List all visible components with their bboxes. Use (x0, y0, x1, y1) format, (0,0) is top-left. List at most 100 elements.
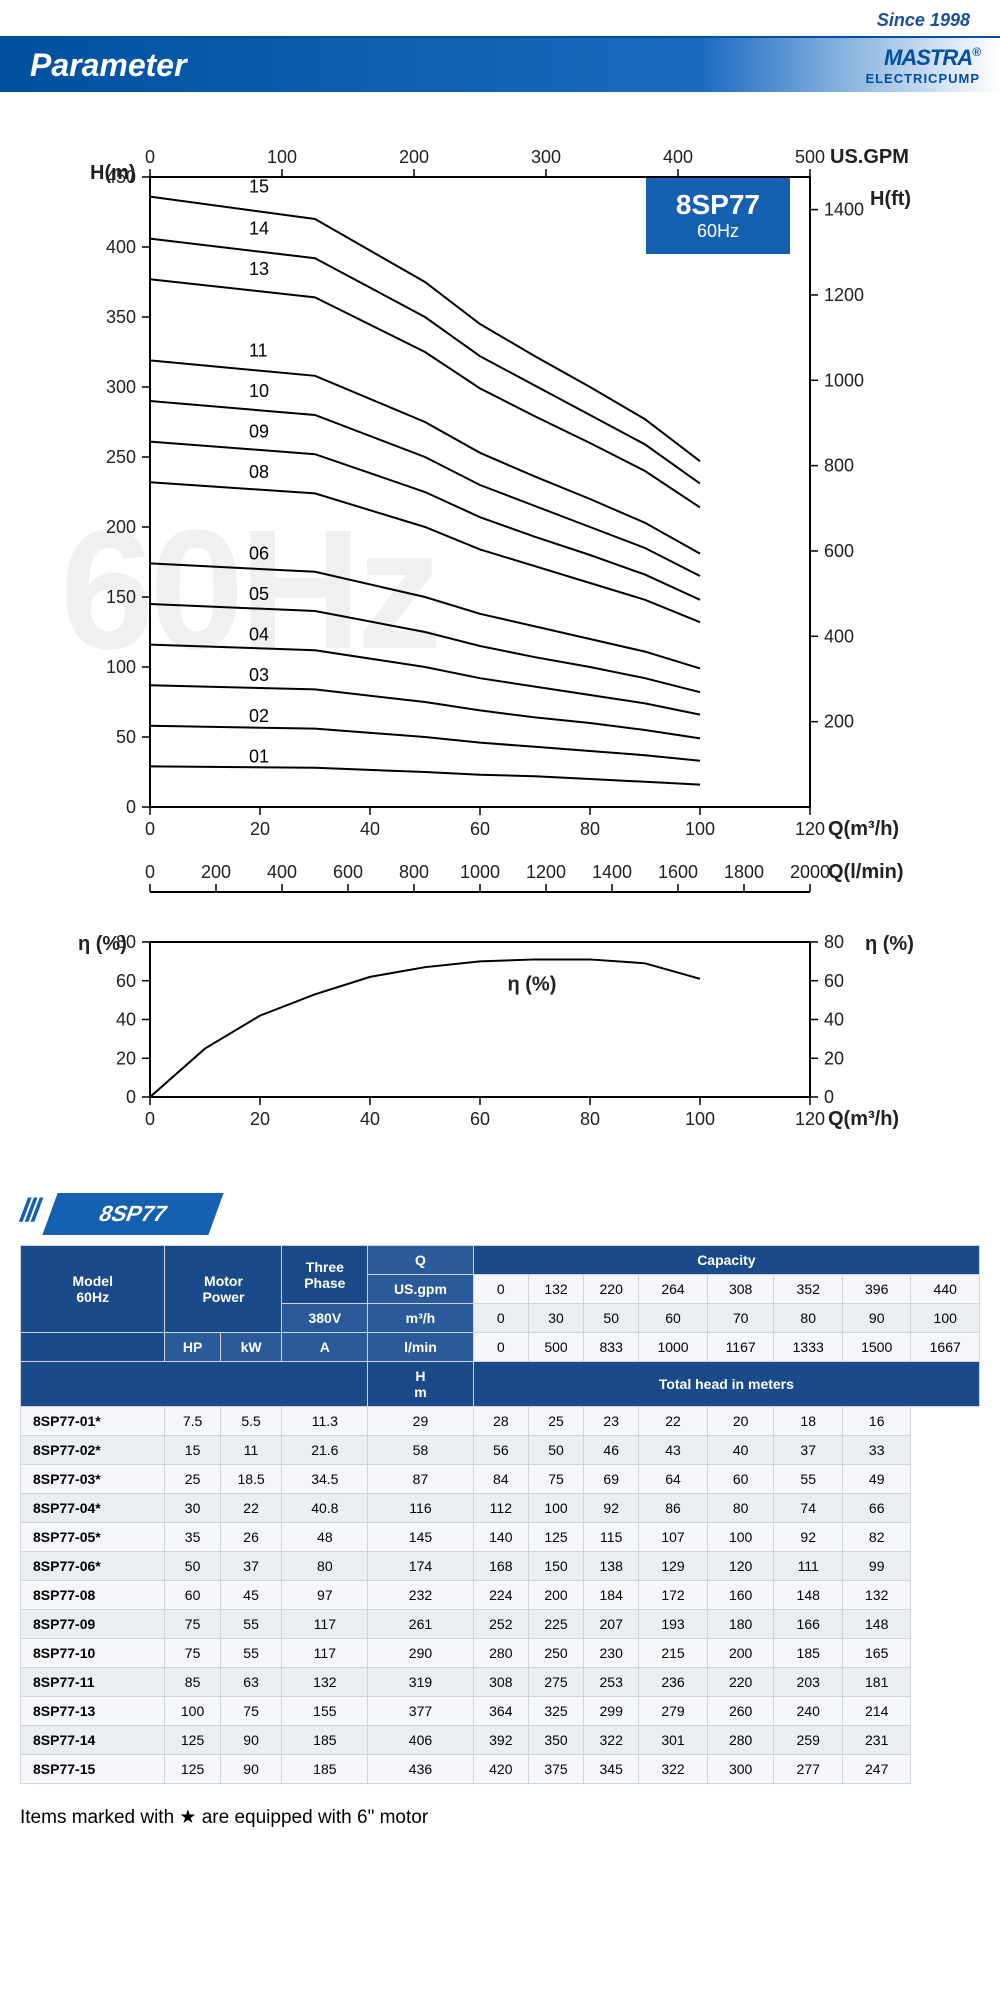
logo: MASTRA® ELECTRICPUMP (865, 45, 980, 86)
svg-text:05: 05 (249, 584, 269, 604)
reg-mark: ® (972, 45, 980, 59)
svg-text:20: 20 (116, 1048, 136, 1068)
svg-text:400: 400 (106, 237, 136, 257)
svg-text:100: 100 (106, 657, 136, 677)
svg-text:80: 80 (824, 932, 844, 952)
table-row: 8SP77-1412590185406392350322301280259231 (21, 1726, 980, 1755)
table-row: 8SP77-107555117290280250230215200185165 (21, 1639, 980, 1668)
svg-text:06: 06 (249, 543, 269, 563)
svg-text:50: 50 (116, 727, 136, 747)
svg-text:01: 01 (249, 746, 269, 766)
table-row: 8SP77-02*151121.65856504643403733 (21, 1436, 980, 1465)
svg-text:09: 09 (249, 422, 269, 442)
svg-text:250: 250 (106, 447, 136, 467)
svg-text:0: 0 (824, 1087, 834, 1107)
svg-text:η (%): η (%) (865, 933, 914, 955)
svg-text:04: 04 (249, 625, 269, 645)
svg-text:350: 350 (106, 307, 136, 327)
svg-text:08: 08 (249, 462, 269, 482)
svg-text:H(m): H(m) (90, 162, 136, 184)
svg-text:H(ft): H(ft) (870, 188, 911, 210)
svg-text:200: 200 (106, 517, 136, 537)
svg-text:40: 40 (116, 1010, 136, 1030)
parameter-table: Model60HzMotorPowerThreePhaseQCapacityUS… (20, 1245, 980, 1784)
svg-text:0: 0 (126, 797, 136, 817)
svg-text:300: 300 (106, 377, 136, 397)
header-bar: Parameter MASTRA® ELECTRICPUMP (0, 36, 1000, 92)
svg-text:80: 80 (580, 1109, 600, 1129)
svg-text:60: 60 (470, 819, 490, 839)
svg-text:200: 200 (399, 147, 429, 167)
svg-text:1200: 1200 (526, 862, 566, 882)
svg-text:1600: 1600 (658, 862, 698, 882)
table-row: 8SP77-1512590185436420375345322300277247 (21, 1755, 980, 1784)
svg-text:40: 40 (360, 819, 380, 839)
page-title: Parameter (30, 47, 187, 84)
lmin-axis: 0200400600800100012001400160018002000Q(l… (60, 852, 940, 922)
svg-text:60: 60 (824, 971, 844, 991)
svg-text:1400: 1400 (592, 862, 632, 882)
svg-text:11: 11 (249, 340, 268, 360)
svg-text:13: 13 (249, 259, 269, 279)
svg-text:0: 0 (145, 147, 155, 167)
svg-text:02: 02 (249, 706, 269, 726)
table-row: 8SP77-1310075155377364325299279260240214 (21, 1697, 980, 1726)
svg-text:800: 800 (399, 862, 429, 882)
efficiency-chart: 020406080100120Q(m³/h)002020404060608080… (60, 922, 940, 1142)
svg-text:0: 0 (126, 1087, 136, 1107)
svg-text:US.GPM: US.GPM (830, 146, 909, 168)
svg-text:600: 600 (824, 541, 854, 561)
table-row: 8SP77-06*50378017416815013812912011199 (21, 1552, 980, 1581)
since-text: Since 1998 (0, 0, 1000, 36)
svg-text:0: 0 (145, 819, 155, 839)
svg-text:η (%): η (%) (508, 973, 557, 995)
svg-text:400: 400 (267, 862, 297, 882)
svg-text:120: 120 (795, 1109, 825, 1129)
svg-text:10: 10 (249, 381, 269, 401)
slashes-icon: /// (20, 1192, 38, 1229)
svg-text:200: 200 (201, 862, 231, 882)
svg-text:150: 150 (106, 587, 136, 607)
svg-text:20: 20 (250, 819, 270, 839)
svg-text:400: 400 (663, 147, 693, 167)
table-row: 8SP77-097555117261252225207193180166148 (21, 1610, 980, 1639)
svg-text:60: 60 (116, 971, 136, 991)
svg-text:2000: 2000 (790, 862, 830, 882)
svg-text:100: 100 (685, 819, 715, 839)
table-row: 8SP77-118563132319308275253236220203181 (21, 1668, 980, 1697)
svg-text:Q(m³/h): Q(m³/h) (828, 1108, 899, 1130)
table-row: 8SP77-04*302240.81161121009286807466 (21, 1494, 980, 1523)
svg-text:800: 800 (824, 456, 854, 476)
svg-text:80: 80 (580, 819, 600, 839)
svg-text:0: 0 (145, 862, 155, 882)
svg-text:100: 100 (267, 147, 297, 167)
table-row: 8SP77-01*7.55.511.32928252322201816 (21, 1407, 980, 1436)
svg-text:1000: 1000 (460, 862, 500, 882)
svg-text:40: 40 (824, 1010, 844, 1030)
svg-text:20: 20 (824, 1048, 844, 1068)
svg-text:14: 14 (249, 219, 269, 239)
table-row: 8SP77-08604597232224200184172160148132 (21, 1581, 980, 1610)
svg-text:15: 15 (249, 177, 269, 197)
svg-text:η (%): η (%) (78, 933, 127, 955)
svg-text:600: 600 (333, 862, 363, 882)
brand-sub: ELECTRICPUMP (865, 71, 980, 86)
svg-text:120: 120 (795, 819, 825, 839)
svg-text:400: 400 (824, 626, 854, 646)
svg-text:20: 20 (250, 1109, 270, 1129)
svg-text:03: 03 (249, 665, 269, 685)
svg-text:Q(m³/h): Q(m³/h) (828, 818, 899, 840)
svg-text:0: 0 (145, 1109, 155, 1129)
svg-text:100: 100 (685, 1109, 715, 1129)
table-title: 8SP77 (42, 1193, 223, 1235)
svg-text:40: 40 (360, 1109, 380, 1129)
svg-text:1200: 1200 (824, 285, 864, 305)
main-chart-container: 60Hz 0100200300400500US.GPM0204060801001… (0, 92, 1000, 1162)
svg-text:1000: 1000 (824, 370, 864, 390)
table-row: 8SP77-03*2518.534.58784756964605549 (21, 1465, 980, 1494)
brand-name: MASTRA (884, 45, 972, 70)
svg-text:Q(l/min): Q(l/min) (828, 861, 904, 883)
svg-text:300: 300 (531, 147, 561, 167)
svg-text:200: 200 (824, 712, 854, 732)
footnote: Items marked with ★ are equipped with 6"… (0, 1794, 1000, 1841)
